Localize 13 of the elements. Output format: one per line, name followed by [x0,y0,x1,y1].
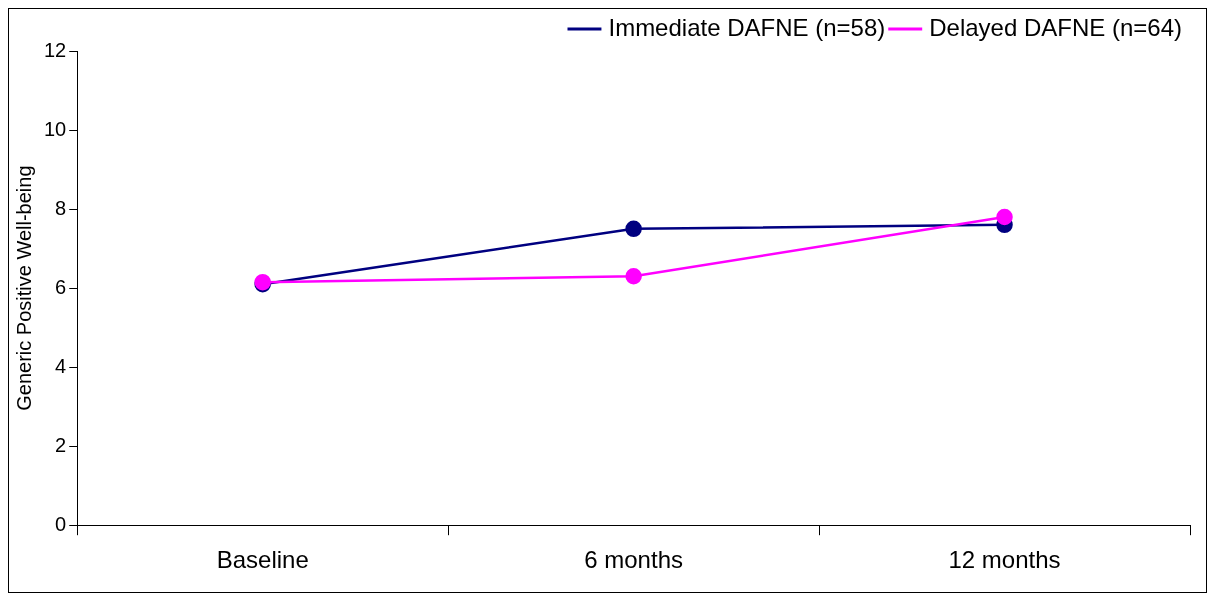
legend-label: Delayed DAFNE (n=64) [929,13,1183,41]
y-tick-label: 2 [55,433,67,456]
x-tick-label: Baseline [216,546,309,574]
y-tick-label: 6 [55,275,67,298]
y-tick-label: 12 [44,38,67,61]
y-tick-label: 8 [55,196,67,219]
x-tick-label: 12 months [948,546,1061,574]
y-axis-title: Generic Positive Well-being [12,165,35,411]
x-tick-label: 6 months [584,546,683,574]
y-tick-label: 10 [44,117,67,140]
legend-label: Immediate DAFNE (n=58) [608,13,886,41]
y-tick-label: 0 [55,512,67,535]
y-tick-label: 4 [55,354,67,377]
